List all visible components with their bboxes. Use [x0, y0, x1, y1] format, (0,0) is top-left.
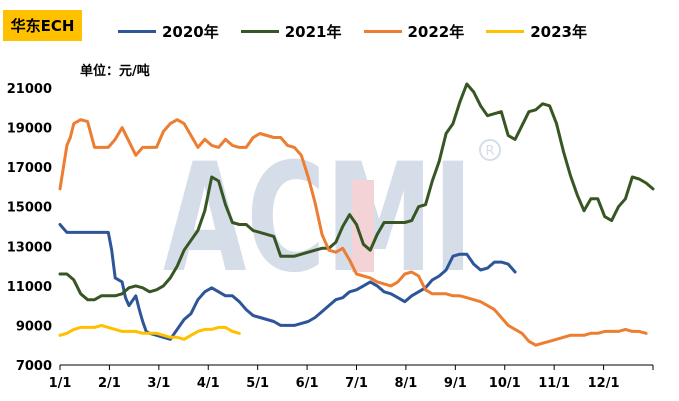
- series-line-2023: [58, 323, 241, 341]
- y-axis: 7000 9000 11000 13000 15000 17000 19000 21000: [7, 82, 52, 374]
- y-tick-label: 9000: [16, 319, 52, 334]
- legend-item-2020: 2020年: [118, 22, 219, 41]
- legend-label-2023: 2023年: [530, 22, 587, 41]
- x-tick-label: 10/1: [489, 376, 521, 391]
- legend-swatch-2022: [363, 29, 402, 33]
- x-tick-label: 4/1: [197, 376, 220, 391]
- legend: 2020年 2021年 2022年 2023年: [118, 22, 587, 41]
- x-tick-label: 2/1: [98, 376, 121, 391]
- x-tick-label: 11/1: [538, 376, 570, 391]
- series-line-2020: [58, 223, 517, 341]
- y-tick-label: 11000: [7, 280, 52, 295]
- x-tick-label: 9/1: [444, 376, 467, 391]
- y-tick-label: 13000: [7, 240, 52, 255]
- y-tick-label: 7000: [16, 359, 52, 374]
- watermark-logo: ACMI R: [163, 132, 501, 306]
- y-tick-label: 21000: [7, 82, 52, 97]
- series-line-2021: [58, 82, 655, 302]
- legend-swatch-2020: [118, 29, 156, 33]
- legend-label-2020: 2020年: [162, 22, 219, 41]
- x-tick-label: 5/1: [246, 376, 269, 391]
- x-tick-label: 1/1: [49, 376, 72, 391]
- legend-item-2022: 2022年: [363, 22, 465, 41]
- y-tick-label: 15000: [7, 201, 52, 216]
- legend-item-2021: 2021年: [240, 22, 342, 41]
- legend-swatch-2023: [486, 29, 525, 33]
- x-tick-label: 8/1: [394, 376, 417, 391]
- y-tick-label: 17000: [7, 161, 52, 176]
- legend-item-2023: 2023年: [486, 22, 587, 41]
- registered-mark-letter: R: [485, 144, 494, 159]
- series-line-2022: [58, 118, 648, 347]
- x-tick-label: 6/1: [296, 376, 319, 391]
- unit-label: 单位：元/吨: [80, 64, 150, 79]
- legend-label-2021: 2021年: [284, 22, 342, 41]
- x-axis: 1/1 2/1 3/1 4/1 5/1 6/1 7/1 8/1 9/1 10/1 11/1 12/1: [49, 364, 654, 391]
- y-tick-label: 19000: [7, 122, 52, 137]
- x-tick-label: 7/1: [345, 376, 368, 391]
- chart-title-badge: 华东ECH: [3, 10, 82, 41]
- watermark-red-accent: [352, 180, 374, 272]
- x-tick-label: 12/1: [588, 376, 620, 391]
- legend-swatch-2021: [240, 29, 279, 33]
- registered-mark-icon: [479, 139, 501, 161]
- x-tick-label: 3/1: [147, 376, 170, 391]
- legend-label-2022: 2022年: [407, 22, 465, 41]
- series-lines: [58, 82, 655, 347]
